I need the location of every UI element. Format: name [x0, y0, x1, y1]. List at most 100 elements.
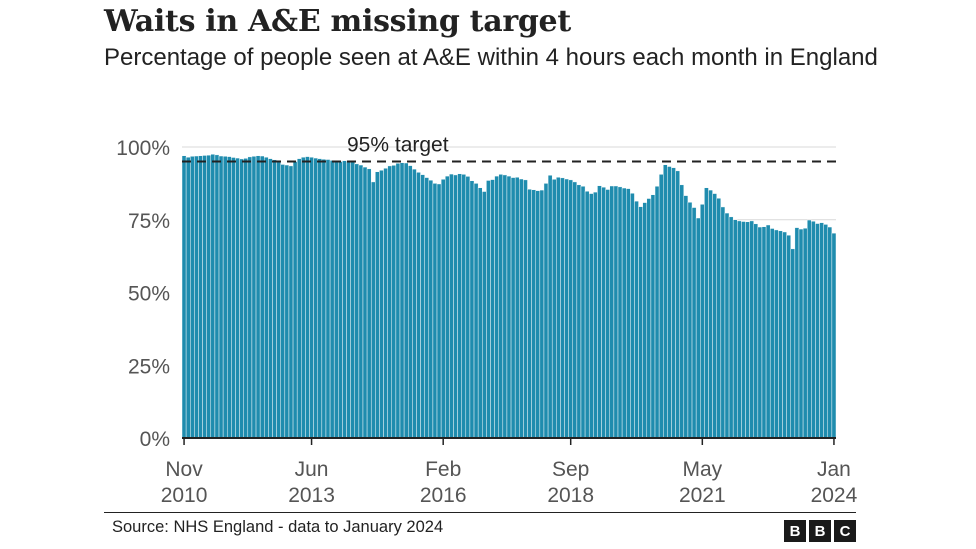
x-tick-label: 2021 — [679, 484, 726, 507]
bar-chart: 0% 25% 50% 75% 100% 95% target Nov 2010 Jun 201… — [116, 134, 857, 507]
target-line-group: 95% target — [182, 134, 836, 163]
data-bar — [724, 212, 730, 439]
data-bar — [663, 164, 668, 439]
data-bar — [449, 173, 454, 439]
data-bar — [687, 202, 693, 439]
data-bar — [527, 188, 532, 439]
data-bar — [741, 221, 746, 439]
data-bar — [514, 177, 520, 439]
data-bar — [202, 155, 207, 439]
x-tick-label: May — [682, 458, 722, 481]
data-bar — [605, 189, 610, 439]
data-bar — [383, 168, 388, 439]
data-bar — [584, 191, 590, 439]
data-bar — [366, 168, 372, 439]
data-bar — [494, 175, 499, 439]
data-bar — [445, 175, 450, 439]
data-bar — [806, 219, 812, 439]
data-bar — [712, 193, 717, 439]
data-bar — [811, 220, 816, 439]
x-tick-label: Jan — [817, 458, 851, 481]
y-tick-label: 50% — [128, 283, 170, 306]
data-bar — [185, 156, 191, 439]
data-bar — [218, 155, 224, 439]
data-bar — [227, 156, 232, 439]
x-tick-label: Jun — [295, 458, 329, 481]
source-note: Source: NHS England - data to January 20… — [112, 518, 444, 536]
x-tick-label: 2016 — [420, 484, 467, 507]
data-bar — [296, 158, 302, 439]
y-axis-ticks: 0% 25% 50% 75% 100% — [116, 137, 170, 451]
data-bar — [243, 158, 249, 439]
data-bar — [408, 165, 413, 439]
data-bar — [206, 154, 212, 439]
bbc-logo: B B C — [784, 520, 856, 542]
data-bar — [778, 230, 783, 439]
data-bar — [317, 158, 323, 439]
data-bar — [255, 155, 261, 439]
data-bar — [576, 184, 582, 439]
data-bar — [823, 224, 828, 439]
data-bar — [222, 156, 228, 439]
data-bar — [350, 161, 355, 439]
data-bar — [535, 190, 541, 439]
x-tick-label: 2018 — [547, 484, 594, 507]
data-bar — [737, 220, 742, 439]
x-tick-label: Nov — [165, 458, 203, 481]
data-bar — [831, 232, 837, 439]
data-bar — [251, 156, 257, 439]
data-bar — [765, 224, 771, 439]
data-bar — [469, 180, 475, 439]
data-bar — [679, 184, 685, 439]
data-bar — [342, 160, 347, 439]
data-bar — [601, 186, 606, 439]
data-bar — [634, 200, 639, 439]
data-bar — [395, 163, 401, 439]
data-bar — [346, 161, 351, 439]
data-bar — [301, 156, 306, 439]
data-bar — [292, 161, 298, 439]
data-bar — [181, 155, 187, 439]
data-bar — [551, 179, 557, 439]
data-bar — [761, 226, 767, 439]
data-bar — [280, 164, 286, 439]
data-bar — [769, 228, 775, 439]
data-bar — [716, 197, 722, 439]
data-bar — [370, 181, 376, 439]
data-bar — [453, 174, 458, 439]
data-bar — [321, 158, 327, 439]
data-bar — [786, 234, 791, 439]
data-bar — [210, 154, 216, 439]
data-bar — [683, 195, 689, 439]
data-bar — [416, 172, 421, 439]
data-bar — [794, 227, 800, 439]
data-bar — [362, 166, 368, 439]
logo-letter: C — [834, 520, 856, 542]
data-bar — [547, 175, 553, 439]
data-bar — [556, 177, 561, 439]
data-bar — [646, 198, 652, 439]
data-bar — [757, 226, 763, 439]
data-bar — [403, 162, 409, 439]
data-bar — [313, 157, 318, 439]
data-bar — [531, 189, 536, 439]
logo-letter: B — [784, 520, 806, 542]
data-bar — [284, 164, 290, 439]
data-bar — [420, 174, 425, 439]
data-bar — [457, 173, 462, 439]
data-bar — [650, 194, 656, 439]
data-bar — [580, 186, 586, 439]
data-bar — [338, 161, 343, 439]
data-bar — [461, 174, 467, 439]
data-bar — [609, 185, 615, 439]
data-bar — [325, 159, 331, 439]
data-bar — [231, 157, 236, 439]
data-bar — [272, 159, 277, 439]
data-bar — [465, 176, 471, 439]
data-bar — [399, 162, 405, 439]
data-bar — [642, 202, 648, 439]
y-tick-label: 100% — [116, 137, 170, 160]
data-bar — [490, 179, 495, 439]
data-bar — [354, 163, 360, 439]
data-bar — [815, 223, 820, 439]
